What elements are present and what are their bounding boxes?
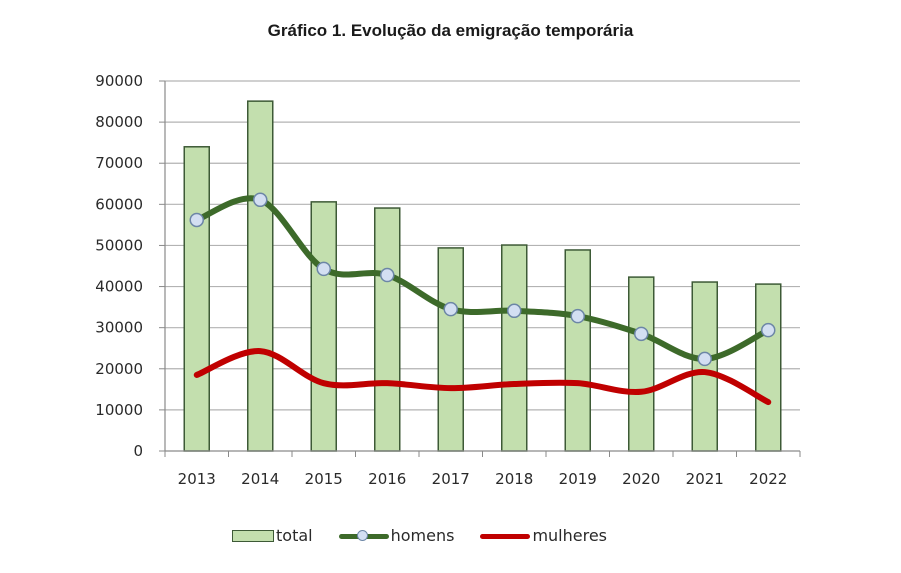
bar-total: [628, 276, 655, 452]
x-tick-label: 2016: [368, 470, 406, 488]
x-tick-label: 2015: [305, 470, 343, 488]
x-tick-label: 2017: [432, 470, 470, 488]
legend-item-total: total: [232, 526, 313, 545]
x-tick-label: 2013: [178, 470, 216, 488]
marker-homens: [570, 308, 585, 324]
marker-homens: [316, 261, 331, 277]
bar-total: [310, 201, 337, 452]
chart-title: Gráfico 1. Evolução da emigração temporá…: [267, 21, 634, 40]
marker-homens: [697, 351, 712, 367]
bar-total: [437, 247, 464, 452]
y-tick-label: 50000: [95, 236, 143, 254]
legend-item-homens: homens: [338, 526, 455, 545]
marker-homens: [761, 322, 776, 338]
x-tick-label: 2021: [686, 470, 724, 488]
y-tick-label: 80000: [95, 113, 143, 131]
bar-total: [501, 244, 528, 452]
x-tick-label: 2018: [495, 470, 533, 488]
x-tick-label: 2022: [749, 470, 787, 488]
marker-homens: [443, 301, 458, 317]
y-tick-label: 0: [133, 442, 143, 460]
bar-total: [183, 146, 210, 452]
y-tick-label: 30000: [95, 319, 143, 337]
bar-total: [755, 283, 782, 452]
y-tick-label: 20000: [95, 360, 143, 378]
marker-homens: [380, 267, 395, 283]
legend-swatch-mulheres: [480, 529, 531, 543]
tick-labels: 0 10000 20000 30000 40000 50000 60000 70000 8000…: [95, 72, 787, 488]
x-tick-label: 2020: [622, 470, 660, 488]
x-tick-label: 2014: [241, 470, 279, 488]
marker-homens: [634, 326, 649, 342]
x-tick-label: 2019: [559, 470, 597, 488]
y-tick-label: 60000: [95, 195, 143, 213]
line-mulheres: [193, 348, 772, 406]
bar-total: [374, 207, 401, 452]
y-tick-label: 90000: [95, 72, 143, 90]
y-tick-label: 70000: [95, 154, 143, 172]
marker-homens: [253, 192, 268, 208]
legend-label-homens: homens: [390, 526, 455, 545]
series-lines: [189, 192, 776, 406]
legend-swatch-homens: [338, 529, 389, 543]
legend-swatch-total: [232, 529, 274, 542]
legend-label-total: total: [276, 526, 313, 545]
legend-item-mulheres: mulheres: [480, 526, 607, 545]
marker-homens: [189, 212, 204, 228]
y-tick-label: 40000: [95, 278, 143, 296]
bar-total: [247, 100, 274, 452]
y-tick-label: 10000: [95, 401, 143, 419]
legend: total homens mulheres: [232, 526, 633, 545]
bars-total: [183, 100, 782, 452]
legend-label-mulheres: mulheres: [532, 526, 607, 545]
marker-homens: [507, 303, 522, 319]
bar-total: [564, 249, 591, 452]
bar-total: [691, 281, 718, 452]
line-homens: [193, 195, 772, 362]
axes: [159, 80, 801, 457]
